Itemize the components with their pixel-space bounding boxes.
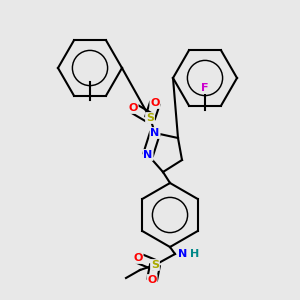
Text: N: N	[150, 128, 160, 138]
Text: O: O	[150, 98, 160, 108]
Text: S: S	[151, 260, 159, 270]
Text: H: H	[190, 249, 200, 259]
Text: O: O	[133, 253, 143, 263]
Text: N: N	[178, 249, 188, 259]
Text: F: F	[201, 83, 209, 93]
Text: N: N	[143, 150, 153, 160]
Text: O: O	[147, 275, 157, 285]
Text: S: S	[146, 113, 154, 123]
Text: O: O	[128, 103, 138, 113]
